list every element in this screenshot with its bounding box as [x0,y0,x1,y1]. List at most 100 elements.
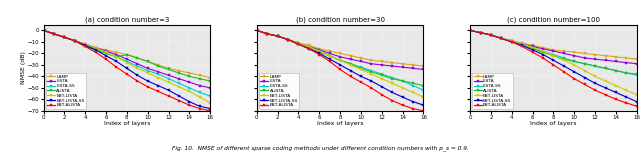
EBT-LISTA-SS [133,74,141,76]
EBT-ALISTA [560,71,568,73]
EBT-ALISTA [50,33,58,35]
EBT-LISTA [467,29,474,31]
ALISTA [518,44,526,46]
LAMP [467,29,474,31]
EBT-LISTA [367,73,375,75]
EBT-LISTA-SS [612,92,620,93]
ALISTA [123,54,131,55]
LAMP [591,54,599,55]
LISTA-SS [61,36,68,38]
Line: LAMP: LAMP [468,29,638,61]
EBT-LISTA-SS [40,29,47,31]
EBT-LISTA [284,39,292,41]
LISTA-SS [540,50,547,52]
LAMP [420,65,428,67]
LISTA [487,34,495,36]
Line: ALISTA: ALISTA [255,29,425,87]
LISTA-SS [508,40,516,42]
LISTA [581,57,589,59]
Line: EBT-LISTA: EBT-LISTA [42,29,212,104]
EBT-LISTA-SS [337,64,344,66]
LAMP [113,51,120,53]
LISTA [196,85,204,87]
EBT-LISTA [612,85,620,87]
LAMP [133,57,141,59]
EBT-LISTA [550,55,557,57]
LISTA [305,46,313,47]
LISTA [612,61,620,62]
LISTA [133,63,141,65]
LISTA-SS [316,50,323,52]
ALISTA [294,43,302,45]
EBT-LISTA [186,90,193,92]
Line: EBT-LISTA-SS: EBT-LISTA-SS [255,29,425,107]
LISTA-SS [284,39,292,41]
EBT-ALISTA [357,81,365,83]
ALISTA [477,32,484,34]
ALISTA [357,67,365,69]
EBT-ALISTA [326,61,333,62]
LISTA-SS [388,77,396,78]
LAMP [71,40,79,42]
LAMP [529,44,536,46]
EBT-LISTA [71,40,79,42]
LISTA-SS [409,85,417,87]
EBT-ALISTA [487,34,495,36]
LISTA-SS [274,35,282,37]
EBT-ALISTA [274,35,282,37]
Line: LISTA: LISTA [42,29,212,89]
LISTA [144,67,152,69]
EBT-LISTA-SS [164,89,172,91]
ALISTA [540,51,547,53]
LAMP [560,50,568,52]
EBT-ALISTA [347,75,355,77]
EBT-LISTA-SS [367,80,375,82]
EBT-LISTA-SS [497,38,505,39]
LISTA [623,62,630,63]
LISTA [420,69,428,70]
EBT-LISTA [337,59,344,61]
LISTA [102,50,110,52]
LISTA-SS [337,59,344,61]
ALISTA [40,29,47,31]
LISTA-SS [154,73,162,75]
LISTA-SS [529,47,536,49]
LAMP [102,49,110,51]
LISTA-SS [487,34,495,36]
LISTA [61,36,68,38]
LISTA-SS [467,29,474,31]
LAMP [518,42,526,44]
LISTA [274,35,282,37]
EBT-LISTA-SS [420,104,428,106]
EBT-ALISTA [40,29,47,31]
LISTA [113,54,120,55]
X-axis label: Index of layers: Index of layers [104,122,150,126]
LAMP [337,53,344,54]
ALISTA [61,36,68,38]
LAMP [196,74,204,76]
LISTA [206,87,214,89]
EBT-LISTA-SS [570,71,578,73]
EBT-ALISTA [284,39,292,41]
LAMP [294,42,302,44]
EBT-ALISTA [337,69,344,70]
LISTA-SS [633,74,640,76]
EBT-LISTA [623,89,630,91]
Line: LISTA: LISTA [255,29,425,71]
Line: EBT-ALISTA: EBT-ALISTA [468,29,638,108]
EBT-LISTA-SS [154,85,162,87]
EBT-ALISTA [133,80,141,82]
LAMP [50,33,58,35]
LISTA [294,42,302,44]
LISTA-SS [144,70,152,72]
LISTA [50,33,58,35]
EBT-LISTA [264,33,271,35]
Line: EBT-LISTA-SS: EBT-LISTA-SS [468,29,638,103]
LISTA-SS [591,65,599,67]
EBT-ALISTA [581,83,589,85]
LISTA-SS [71,40,79,42]
LISTA [529,46,536,47]
ALISTA [508,41,516,43]
EBT-ALISTA [540,57,547,59]
EBT-LISTA-SS [357,75,365,77]
